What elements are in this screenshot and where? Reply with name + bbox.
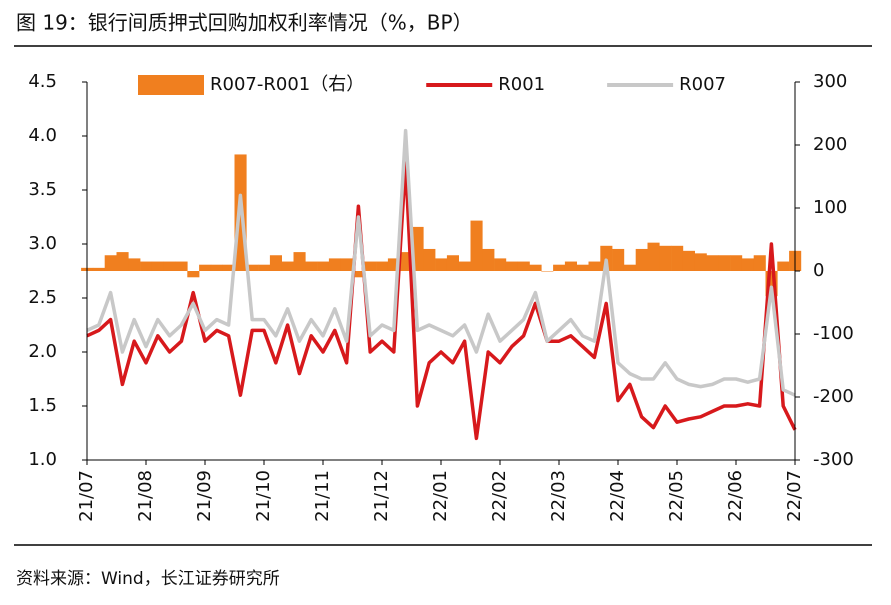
bar — [777, 261, 790, 271]
bar — [576, 264, 589, 271]
bar — [116, 252, 129, 271]
bar — [600, 245, 613, 271]
source: 资料来源：Wind，长江证券研究所 — [16, 569, 280, 589]
x-tick-label: 21/08 — [135, 470, 156, 522]
bar — [175, 261, 188, 271]
bar — [446, 255, 459, 271]
bar — [352, 271, 365, 278]
y2-tick-label: -100 — [813, 323, 854, 344]
x-tick-label: 21/11 — [312, 470, 333, 522]
legend-label: R001 — [498, 74, 545, 95]
bar — [647, 242, 660, 271]
x-tick-label: 22/02 — [489, 470, 510, 522]
bar — [163, 261, 176, 271]
bar — [564, 261, 577, 271]
y-tick-label: 3.0 — [28, 233, 57, 254]
y2-tick-label: -200 — [813, 386, 854, 407]
bar — [104, 255, 117, 271]
bar — [423, 248, 436, 271]
bar — [328, 258, 341, 271]
y-tick-label: 4.0 — [28, 125, 57, 146]
y2-tick-label: 100 — [813, 197, 847, 218]
legend-swatch — [138, 75, 204, 95]
y2-tick-label: 300 — [813, 71, 847, 92]
x-tick-label: 22/05 — [666, 470, 687, 522]
bar — [458, 261, 471, 271]
y2-tick-label: -300 — [813, 449, 854, 470]
y-tick-label: 2.5 — [28, 287, 57, 308]
bar — [529, 264, 542, 271]
bar — [612, 248, 625, 271]
bar — [494, 258, 507, 271]
x-tick-label: 22/06 — [725, 470, 746, 522]
bar — [482, 248, 495, 271]
bar — [187, 271, 200, 278]
bar — [92, 267, 105, 271]
x-tick-label: 22/07 — [784, 470, 805, 522]
bar — [588, 261, 601, 271]
x-tick-label: 22/01 — [430, 470, 451, 522]
bar — [635, 248, 648, 271]
x-tick-label: 21/07 — [76, 470, 97, 522]
y2-tick-label: 200 — [813, 134, 847, 155]
y-tick-label: 3.5 — [28, 179, 57, 200]
bar — [553, 264, 566, 271]
bar — [435, 258, 448, 271]
bar — [376, 261, 389, 271]
bar — [505, 261, 518, 271]
line — [86, 161, 797, 441]
bar — [140, 261, 153, 271]
x-tick-label: 21/10 — [253, 470, 274, 522]
line — [86, 128, 796, 397]
bar — [293, 252, 306, 271]
bar — [694, 253, 707, 271]
bar — [682, 250, 695, 271]
y-tick-label: 2.0 — [28, 341, 57, 362]
legend-label: R007 — [679, 74, 726, 95]
bar — [246, 264, 259, 271]
y2-tick-label: 0 — [813, 260, 824, 281]
bar — [623, 264, 636, 271]
bar — [671, 245, 684, 271]
bar — [305, 261, 318, 271]
x-tick-label: 22/04 — [607, 470, 628, 522]
y-tick-label: 1.5 — [28, 395, 57, 416]
bar — [281, 261, 294, 271]
x-tick-label: 22/03 — [548, 470, 569, 522]
bar — [741, 258, 754, 271]
bar — [222, 264, 235, 271]
bar — [718, 255, 731, 271]
y-tick-label: 1.0 — [28, 449, 57, 470]
bar — [210, 264, 223, 271]
bar — [730, 255, 743, 271]
bar — [517, 261, 530, 271]
bar — [541, 271, 554, 272]
y-tick-label: 4.5 — [28, 71, 57, 92]
x-tick-label: 21/09 — [194, 470, 215, 522]
bar — [659, 245, 672, 271]
bar — [364, 261, 377, 271]
chart-title: 图 19：银行间质押式回购加权利率情况（%，BP） — [16, 11, 473, 35]
x-tick-label: 21/12 — [371, 470, 392, 522]
legend-label: R007-R001（右） — [210, 74, 364, 95]
bar — [340, 258, 353, 271]
bar — [269, 255, 282, 271]
bar — [128, 258, 141, 271]
bar — [258, 264, 271, 271]
bar — [199, 264, 212, 271]
bar — [151, 261, 164, 271]
bar — [470, 220, 483, 271]
bar — [753, 255, 766, 271]
bar — [317, 261, 330, 271]
bar — [706, 255, 719, 271]
